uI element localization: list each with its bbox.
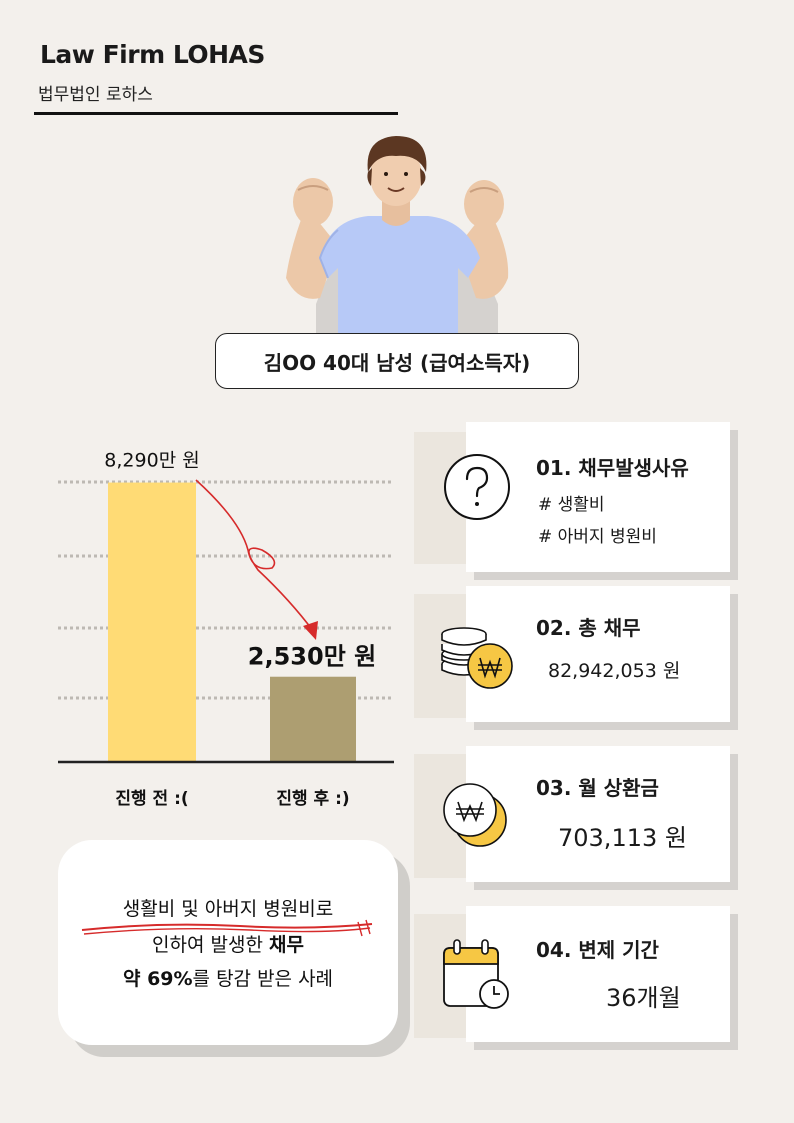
summary-line-2-bold: 채무 [269,934,304,956]
reduction-arrow [195,479,315,633]
card-debt-cause: 01. 채무발생사유 # 생활비 # 아버지 병원비 [466,422,730,572]
brand-name-ko: 법무법인 로하스 [38,85,153,105]
card-4-title: 04. 변제 기간 [536,938,659,962]
category-label-after: 진행 후 :) [276,788,349,809]
category-label-before: 진행 전 :( [115,789,188,809]
card-4-value: 36개월 [606,984,681,1012]
person-illustration [286,136,509,334]
summary-line-1: 생활비 및 아버지 병원비로 [58,894,398,921]
bar-after [270,676,356,762]
summary-line-3-bold: 약 69% [122,968,193,990]
bar-after-value-label: 2,530만 원 [248,643,376,671]
header-divider [34,112,398,115]
coins-won-icon [441,627,513,689]
card-3-value: 703,113 원 [558,824,687,852]
debt-reduction-chart: 8,290만 원 2,530만 원 진행 전 :( 진행 후 :) [58,450,394,809]
card-repayment-period: 04. 변제 기간 36개월 [466,906,730,1042]
summary-line-3: 약 69%를 탕감 받은 사례 [58,964,398,991]
question-icon [444,454,510,520]
summary-line-2-text: 인하여 발생한 [152,934,269,956]
card-1-title: 01. 채무발생사유 [536,456,689,480]
case-label: 김OO 40대 남성 (급여소득자) [215,333,579,389]
card-monthly-payment: 03. 월 상환금 703,113 원 [466,746,730,882]
calendar-clock-icon [443,939,509,1009]
card-2-title: 02. 총 채무 [536,616,641,640]
brand-name-en: Law Firm LOHAS [40,40,265,69]
summary-card: 생활비 및 아버지 병원비로 인하여 발생한 채무 약 69%를 탕감 받은 사… [58,840,398,1045]
card-3-title: 03. 월 상환금 [536,776,659,800]
summary-line-1-text: 생활비 및 아버지 병원비로 [122,898,334,920]
card-1-tag-2: # 아버지 병원비 [538,527,657,547]
bar-before [108,482,196,762]
card-1-tag-1: # 생활비 [538,495,605,515]
card-total-debt: 02. 총 채무 82,942,053 원 [466,586,730,722]
card-2-value: 82,942,053 원 [548,660,681,682]
arrow-head [303,621,318,640]
red-underline-scribble [81,919,373,937]
coin-moon-won-icon [443,783,507,847]
bar-before-value-label: 8,290만 원 [104,450,199,472]
summary-line-3-text: 를 탕감 받은 사례 [192,968,334,990]
summary-line-2: 인하여 발생한 채무 [58,930,398,957]
